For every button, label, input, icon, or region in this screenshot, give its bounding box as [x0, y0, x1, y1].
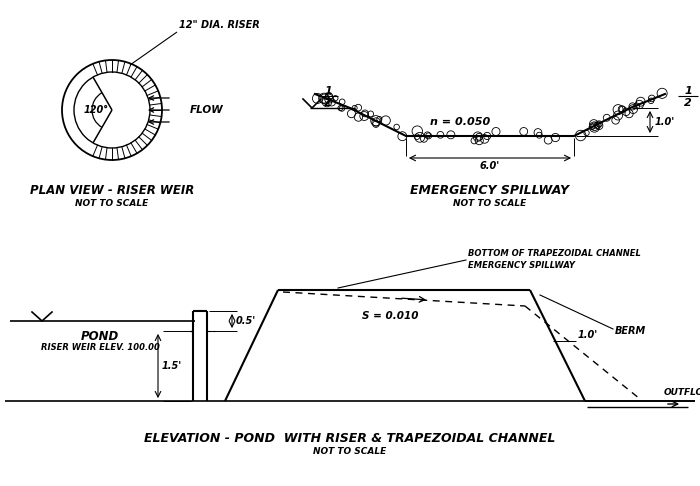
Text: NOT TO SCALE: NOT TO SCALE: [76, 199, 148, 208]
Text: OUTFLOW: OUTFLOW: [664, 388, 700, 397]
Text: n = 0.050: n = 0.050: [430, 117, 490, 127]
Text: 1.0': 1.0': [578, 330, 598, 341]
Text: S = 0.010: S = 0.010: [362, 311, 419, 321]
Text: NOT TO SCALE: NOT TO SCALE: [454, 199, 526, 208]
Text: NOT TO SCALE: NOT TO SCALE: [314, 447, 386, 455]
Text: RISER WEIR ELEV. 100.00: RISER WEIR ELEV. 100.00: [41, 344, 160, 352]
Text: EMERGENCY SPILLWAY: EMERGENCY SPILLWAY: [410, 185, 570, 197]
Text: BOTTOM OF TRAPEZOIDAL CHANNEL: BOTTOM OF TRAPEZOIDAL CHANNEL: [468, 249, 641, 259]
Text: 1: 1: [684, 86, 692, 96]
Text: 1: 1: [324, 86, 332, 96]
Text: POND: POND: [81, 330, 119, 343]
Text: ELEVATION - POND  WITH RISER & TRAPEZOIDAL CHANNEL: ELEVATION - POND WITH RISER & TRAPEZOIDA…: [144, 432, 556, 445]
Text: BERM: BERM: [615, 326, 646, 336]
Text: 6.0': 6.0': [480, 161, 500, 171]
Text: 1.0': 1.0': [655, 117, 676, 127]
Text: 0.5': 0.5': [236, 316, 256, 326]
Text: 12" DIA. RISER: 12" DIA. RISER: [179, 20, 260, 30]
Text: EMERGENCY SPILLWAY: EMERGENCY SPILLWAY: [468, 261, 575, 271]
Text: 1.5': 1.5': [162, 361, 182, 371]
Text: 120°: 120°: [83, 105, 108, 115]
Text: 2: 2: [324, 98, 332, 108]
Text: FLOW: FLOW: [190, 105, 224, 115]
Text: 2: 2: [684, 98, 692, 108]
Text: PLAN VIEW - RISER WEIR: PLAN VIEW - RISER WEIR: [30, 185, 194, 197]
